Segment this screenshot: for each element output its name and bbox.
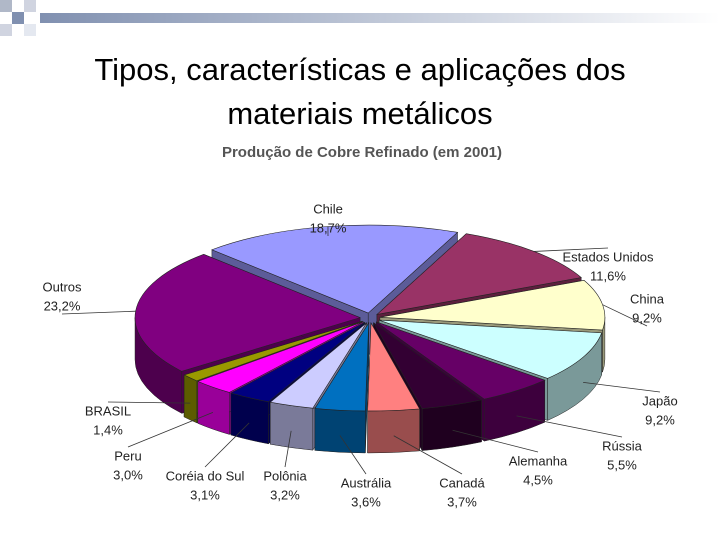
category-label: Outros <box>42 279 82 294</box>
category-label: Japão <box>642 393 677 408</box>
category-label: Coréia do Sul <box>166 468 245 483</box>
leader-line <box>61 310 136 315</box>
leader-line <box>583 381 661 393</box>
value-label: 3,0% <box>113 467 143 482</box>
value-label: 18,7% <box>310 220 347 235</box>
leader-line <box>452 429 539 453</box>
slice <box>134 254 361 372</box>
category-label: Austrália <box>341 475 392 490</box>
category-label: China <box>630 291 665 306</box>
value-label: 3,2% <box>270 487 300 502</box>
leader-line <box>602 304 648 327</box>
value-label: 3,1% <box>190 487 220 502</box>
slice <box>373 322 483 409</box>
slice-side <box>183 374 198 424</box>
value-label: 23,2% <box>44 298 81 313</box>
leader-line <box>516 415 623 438</box>
slice <box>367 321 421 412</box>
leader-line <box>127 412 214 448</box>
value-label: 9,2% <box>632 310 662 325</box>
leader-line <box>534 247 609 252</box>
decor-bar <box>40 13 720 23</box>
leader-line <box>339 435 367 475</box>
value-label: 1,4% <box>93 422 123 437</box>
slice <box>230 322 366 403</box>
category-label: Estados Unidos <box>562 249 654 264</box>
slice-side <box>314 408 366 454</box>
decor <box>0 24 12 36</box>
slice <box>378 319 603 379</box>
value-label: 3,7% <box>447 494 477 509</box>
slice <box>314 321 370 412</box>
category-label: Rússia <box>602 438 643 453</box>
chart-title: Produção de Cobre Refinado (em 2001) <box>222 144 502 161</box>
decor <box>0 0 12 12</box>
leader-line <box>393 435 463 475</box>
slice <box>197 321 364 393</box>
slice-side <box>269 401 314 451</box>
slice <box>269 322 367 409</box>
slice-side <box>367 408 420 454</box>
value-label: 9,2% <box>645 412 675 427</box>
category-label: Canadá <box>439 475 485 490</box>
category-label: BRASIL <box>85 403 131 418</box>
value-label: 3,6% <box>351 494 381 509</box>
category-label: Polônia <box>263 468 307 483</box>
leader-line <box>107 401 191 404</box>
leader-line <box>284 430 292 468</box>
slice <box>376 321 546 400</box>
slide-title: Tipos, características e aplicações dos … <box>94 52 626 131</box>
category-label: Peru <box>114 448 141 463</box>
slice <box>183 320 363 382</box>
slice <box>379 280 606 331</box>
value-label: 4,5% <box>523 472 553 487</box>
category-label: Alemanha <box>509 453 568 468</box>
value-label: 5,5% <box>607 457 637 472</box>
value-label: 11,6% <box>590 268 626 283</box>
decor <box>24 24 36 36</box>
category-label: Chile <box>313 201 343 216</box>
decor <box>24 0 36 12</box>
leader-line <box>204 422 250 468</box>
decor <box>12 12 24 24</box>
